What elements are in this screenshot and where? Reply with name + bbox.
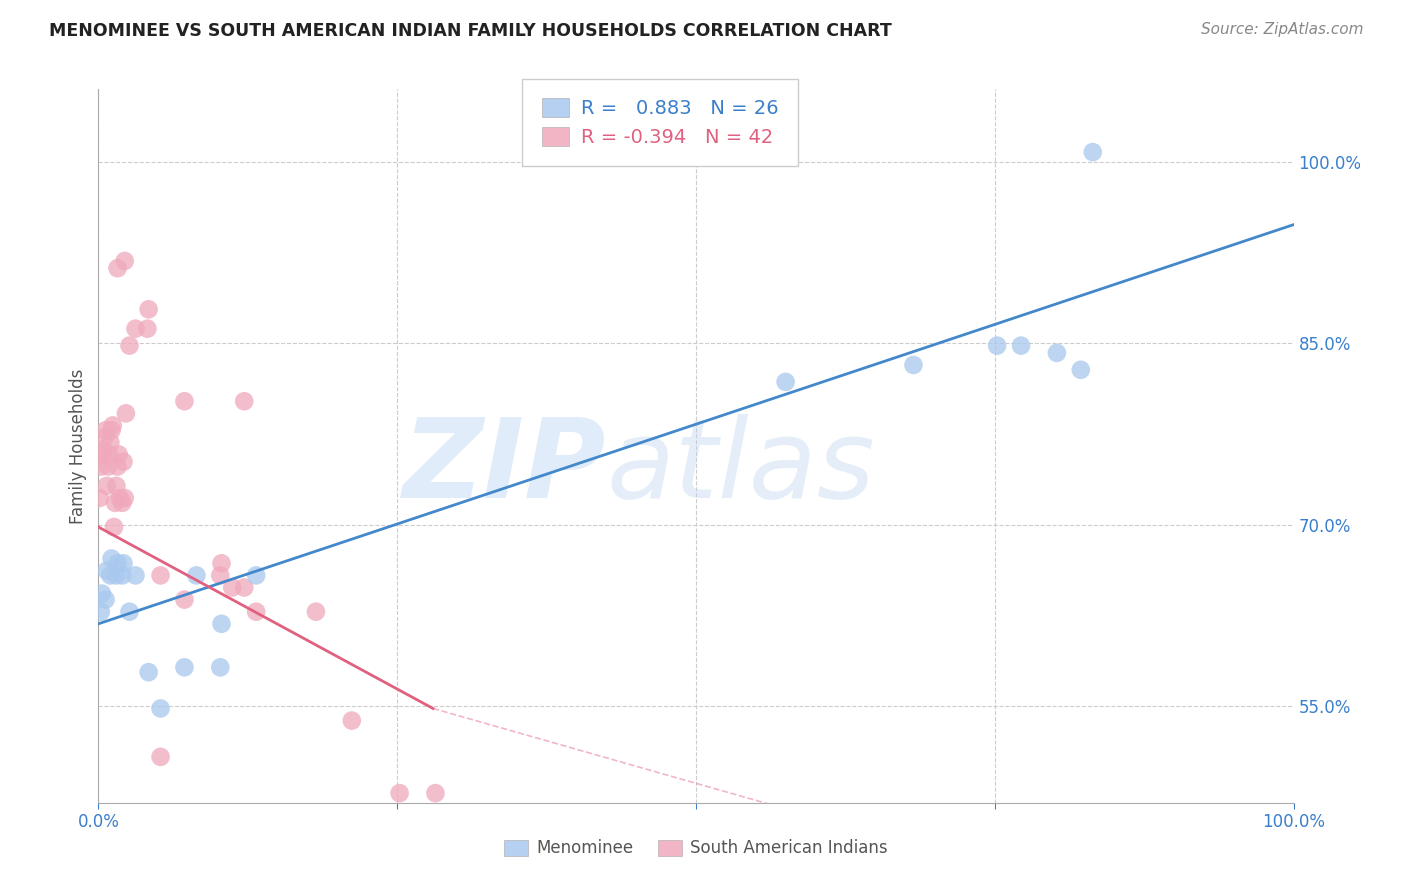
Text: ZIP: ZIP — [404, 414, 606, 521]
Point — [221, 581, 243, 595]
Point — [211, 557, 233, 571]
Text: atlas: atlas — [606, 414, 875, 521]
Point — [108, 491, 131, 505]
Point — [94, 592, 117, 607]
Point — [104, 496, 127, 510]
Point — [107, 459, 129, 474]
Point — [105, 568, 128, 582]
Point — [233, 581, 256, 595]
Point — [149, 749, 172, 764]
Text: Source: ZipAtlas.com: Source: ZipAtlas.com — [1201, 22, 1364, 37]
Point — [111, 496, 134, 510]
Point — [305, 605, 328, 619]
Point — [112, 455, 135, 469]
Point — [97, 459, 120, 474]
Point — [124, 321, 146, 335]
Point — [98, 435, 122, 450]
Point — [1070, 363, 1092, 377]
Point — [107, 447, 129, 461]
Point — [173, 394, 195, 409]
Y-axis label: Family Households: Family Households — [69, 368, 87, 524]
Point — [245, 568, 267, 582]
Point — [233, 394, 256, 409]
Point — [91, 586, 114, 600]
Point — [209, 568, 232, 582]
Point — [114, 254, 136, 268]
Point — [775, 375, 797, 389]
Point — [90, 459, 112, 474]
Point — [101, 418, 124, 433]
Point — [90, 605, 112, 619]
Point — [245, 605, 267, 619]
Point — [98, 447, 121, 461]
Point — [94, 423, 117, 437]
Point — [986, 338, 1008, 352]
Point — [388, 786, 411, 800]
Point — [209, 660, 232, 674]
Point — [114, 491, 136, 505]
Point — [107, 557, 129, 571]
Legend: Menominee, South American Indians: Menominee, South American Indians — [496, 831, 896, 866]
Point — [100, 423, 122, 437]
Point — [138, 302, 160, 317]
Point — [107, 261, 129, 276]
Point — [111, 568, 134, 582]
Point — [149, 568, 172, 582]
Point — [1010, 338, 1032, 352]
Point — [105, 479, 128, 493]
Point — [91, 442, 114, 457]
Text: MENOMINEE VS SOUTH AMERICAN INDIAN FAMILY HOUSEHOLDS CORRELATION CHART: MENOMINEE VS SOUTH AMERICAN INDIAN FAMIL… — [49, 22, 891, 40]
Point — [1081, 145, 1104, 160]
Point — [211, 616, 233, 631]
Point — [100, 551, 122, 566]
Point — [136, 321, 159, 335]
Point — [91, 447, 114, 461]
Point — [1046, 346, 1069, 360]
Point — [118, 338, 141, 352]
Point — [173, 660, 195, 674]
Point — [115, 406, 138, 420]
Point — [149, 701, 172, 715]
Point — [173, 592, 195, 607]
Point — [93, 431, 115, 445]
Point — [425, 786, 447, 800]
Point — [98, 568, 122, 582]
Point — [96, 479, 118, 493]
Point — [103, 520, 125, 534]
Point — [89, 491, 111, 505]
Point — [96, 564, 118, 578]
Point — [186, 568, 208, 582]
Point — [124, 568, 146, 582]
Point — [118, 605, 141, 619]
Point — [340, 714, 363, 728]
Point — [903, 358, 925, 372]
Point — [112, 557, 135, 571]
Point — [138, 665, 160, 680]
